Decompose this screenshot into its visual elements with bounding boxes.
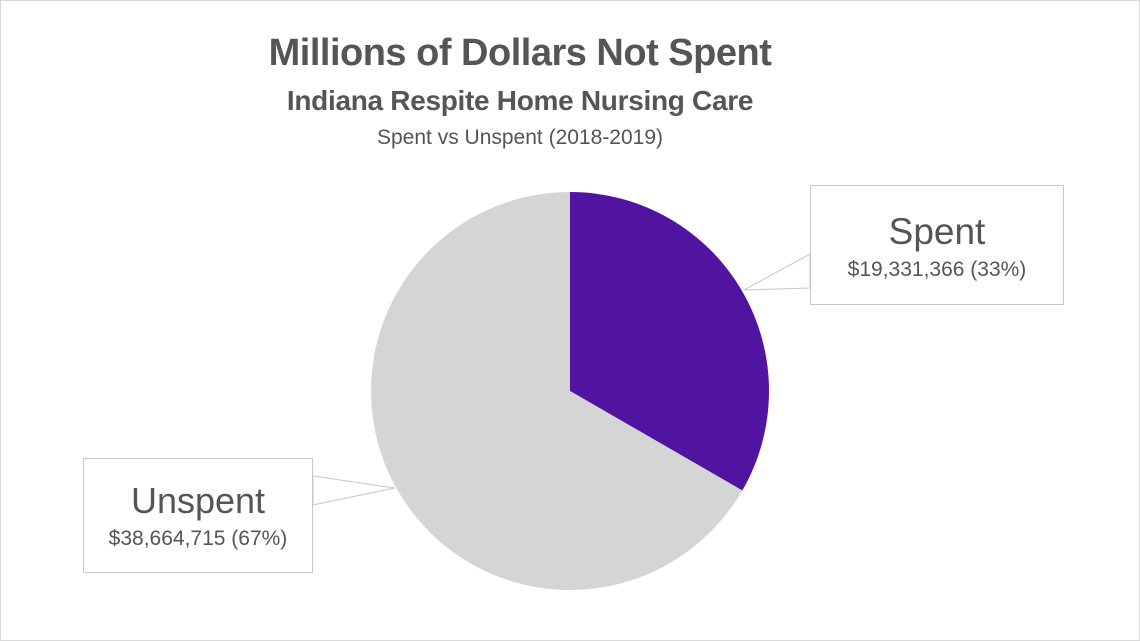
slice-label-unspent: Unspent [130, 480, 266, 521]
chart-caption: Spent vs Unspent (2018-2019) [376, 126, 663, 149]
callout-unspent: Unspent $38,664,715 (67%) [83, 458, 313, 573]
pie-slice-unspent [371, 192, 743, 590]
slice-label-spent: Spent [888, 211, 986, 252]
chart-subtitle: Indiana Respite Home Nursing Care [286, 85, 754, 116]
callout-spent: Spent $19,331,366 (33%) [810, 185, 1064, 305]
leader-line-spent [743, 253, 811, 291]
chart-title: Millions of Dollars Not Spent [268, 32, 772, 74]
pie-slice-spent [570, 192, 770, 491]
leader-line-unspent [312, 475, 396, 506]
slice-value-spent: $19,331,366 (33%) [847, 258, 1027, 281]
slice-value-unspent: $38,664,715 (67%) [108, 527, 288, 550]
